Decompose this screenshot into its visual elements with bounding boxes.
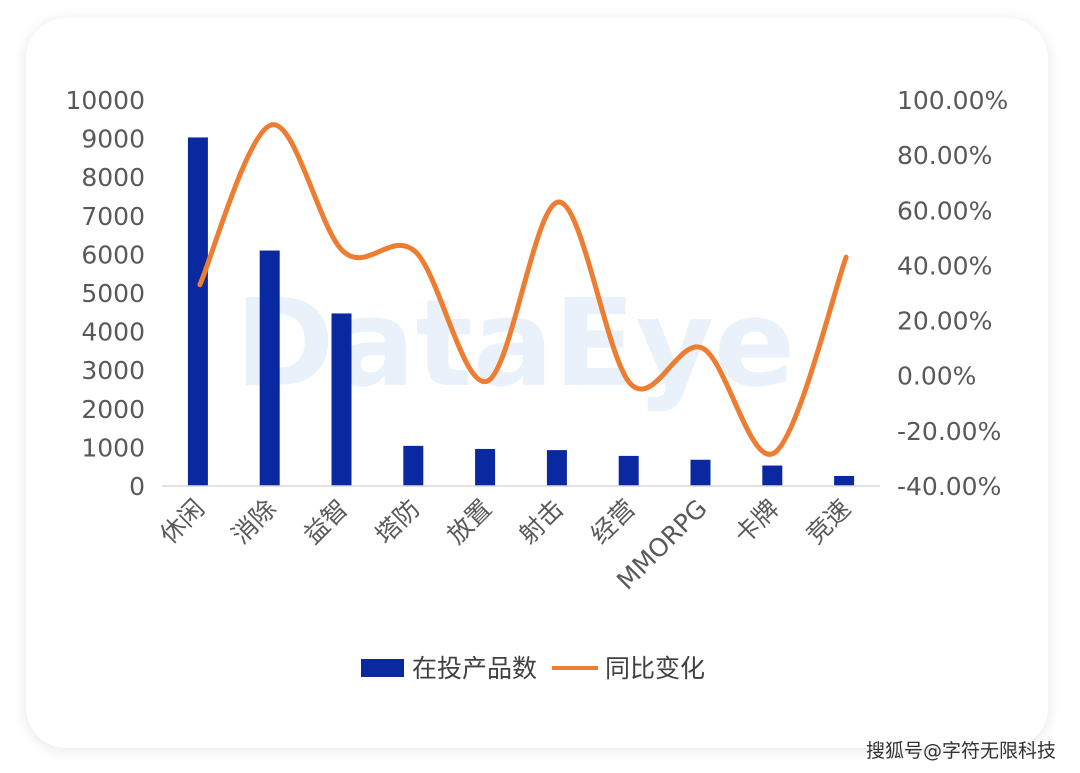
y-right-tick-label: 60.00%: [897, 196, 992, 225]
y-left-tick-label: 10000: [65, 86, 145, 115]
bar: [331, 313, 352, 486]
bar: [475, 448, 496, 486]
bar: [187, 137, 208, 486]
bar-series: [187, 137, 855, 486]
legend: 在投产品数 同比变化: [361, 654, 705, 683]
y-right-tick-label: 40.00%: [897, 251, 992, 280]
bar: [403, 445, 424, 486]
legend-label-bar: 在投产品数: [412, 654, 537, 683]
bar: [762, 465, 783, 486]
x-tick-label: 休闲: [154, 494, 210, 550]
bar: [834, 475, 855, 486]
y-right-tick-label: -20.00%: [897, 417, 1001, 446]
bar: [690, 459, 711, 486]
y-left-tick-label: 1000: [81, 433, 145, 462]
watermark: DataEye: [235, 275, 796, 414]
x-tick-label: 放置: [441, 494, 497, 550]
x-tick-label: 卡牌: [729, 494, 785, 550]
y-right-tick-label: 100.00%: [897, 86, 1008, 115]
y-right-tick-label: 80.00%: [897, 141, 992, 170]
bar: [546, 450, 567, 486]
y-left-tick-label: 8000: [81, 163, 145, 192]
y-left-tick-label: 6000: [81, 240, 145, 269]
y-left-tick-label: 0: [129, 472, 145, 501]
legend-label-line: 同比变化: [605, 654, 705, 683]
y-left-tick-label: 5000: [81, 279, 145, 308]
y-left-tick-label: 3000: [81, 356, 145, 385]
x-tick-label: 射击: [513, 494, 569, 550]
legend-swatch-bar: [361, 659, 404, 677]
bar: [259, 250, 280, 486]
x-tick-label: 消除: [226, 494, 282, 550]
x-tick-label: 竞速: [800, 494, 856, 550]
y-right-tick-label: 20.00%: [897, 307, 992, 336]
y-left-tick-label: 7000: [81, 202, 145, 231]
x-tick-label: 益智: [298, 494, 354, 550]
x-tick-label: 塔防: [370, 494, 426, 550]
bar: [618, 455, 639, 486]
y-right-tick-label: -40.00%: [897, 472, 1001, 501]
footer-credit: 搜狐号@字符无限科技: [865, 740, 1056, 762]
y-right-tick-label: 0.00%: [897, 362, 976, 391]
y-left-tick-label: 9000: [81, 125, 145, 154]
y-left-tick-label: 4000: [81, 318, 145, 347]
y-left-tick-label: 2000: [81, 395, 145, 424]
y-axis-right: -40.00% -20.00% 0.00% 20.00% 40.00% 60.00% 80.…: [897, 86, 1008, 501]
y-axis-left: 0 1000 2000 3000 4000 5000 6000 7000 8000 9000 100…: [65, 86, 145, 501]
line-series: [197, 122, 849, 457]
x-tick-label: 经营: [585, 494, 641, 550]
